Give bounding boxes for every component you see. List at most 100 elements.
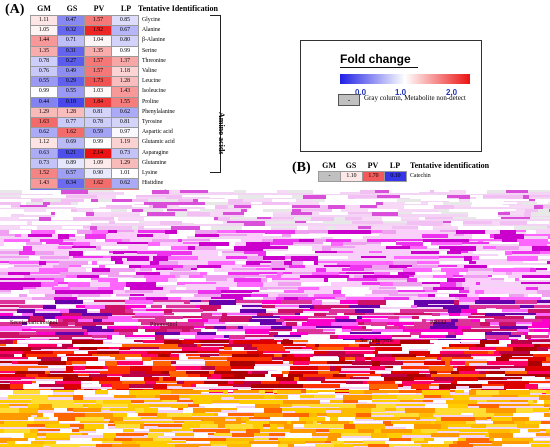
noise-block (303, 374, 333, 377)
noise-block (146, 305, 151, 307)
noise-block (217, 230, 236, 233)
noise-block (200, 272, 207, 276)
noise-block (0, 438, 28, 441)
noise-block (0, 294, 19, 298)
noise-block (504, 209, 516, 211)
noise-block (271, 326, 292, 331)
noise-block (186, 287, 216, 289)
noise-block (413, 395, 424, 399)
noise-block (93, 209, 111, 214)
noise-block (410, 195, 429, 200)
noise-block (324, 278, 328, 283)
noise-block (477, 278, 491, 281)
noise-block (140, 268, 152, 271)
noise-block (0, 374, 26, 379)
noise-block (451, 221, 463, 226)
legend (300, 40, 482, 152)
noise-block (201, 344, 224, 346)
noise-block (319, 212, 348, 215)
noise-block (55, 332, 84, 337)
noise-block (519, 246, 532, 251)
noise-block (114, 217, 118, 222)
noise-block (292, 209, 301, 213)
noise-block (59, 335, 72, 340)
noise-block (251, 205, 273, 209)
noise-block (476, 390, 499, 395)
noise-block (105, 265, 125, 269)
noise-block (414, 424, 441, 429)
noise-block (375, 354, 392, 358)
noise-block (251, 444, 278, 447)
noise-block (372, 400, 400, 402)
noise-block (260, 429, 290, 432)
noise-block (137, 251, 157, 254)
noise-block (262, 300, 281, 304)
noise-block (0, 332, 19, 336)
noise-block (227, 444, 251, 447)
noise-block (179, 354, 186, 358)
noise-block (116, 195, 136, 199)
noise-block (306, 344, 315, 349)
noise-block (194, 326, 205, 328)
noise-block (477, 309, 502, 314)
noise-block (355, 230, 371, 234)
noise-block (221, 408, 237, 410)
noise-block (4, 239, 30, 243)
noise-block (371, 319, 399, 324)
noise-block (199, 340, 229, 343)
noise-block (59, 421, 80, 423)
noise-block (160, 390, 171, 394)
noise-block (419, 230, 440, 235)
noise-block (319, 287, 342, 291)
noise-block (306, 377, 325, 381)
noise-block (388, 316, 399, 320)
noise-block (335, 297, 346, 302)
noise-block (367, 381, 395, 385)
noise-block (320, 209, 332, 214)
noise-block (522, 275, 550, 278)
noise-block (156, 282, 177, 285)
noise-block (374, 309, 378, 312)
noise-block (171, 217, 189, 222)
noise-block (277, 390, 289, 394)
noise-block (77, 275, 99, 278)
noise-block (31, 199, 43, 204)
noise-block (52, 234, 58, 238)
noise-block (153, 438, 172, 442)
noise-block (19, 251, 35, 255)
noise-block (69, 309, 87, 314)
heatmap-cell-gs: 0.69 (57, 137, 85, 149)
noise-block (335, 329, 342, 334)
noise-block (30, 272, 60, 274)
noise-block (127, 209, 132, 214)
noise-block (137, 234, 153, 237)
noise-block (182, 195, 210, 197)
noise-block (176, 287, 186, 291)
noise-block (245, 332, 269, 334)
noise-block (289, 361, 293, 364)
noise-block (534, 329, 550, 334)
noise-block (230, 361, 255, 366)
noise-block (193, 199, 198, 202)
noise-block (182, 329, 190, 334)
noise-block (337, 251, 353, 253)
heatmap-cell-pv: 1.73 (84, 76, 112, 88)
noise-block (164, 309, 172, 313)
noise-block (64, 278, 91, 283)
heatmap-row: 1.11 0.47 1.57 0.85 Glycine (30, 14, 241, 27)
noise-block (236, 417, 241, 422)
noise-block (269, 329, 292, 331)
noise-block (536, 268, 547, 270)
heatmap-cell-pv: 0.99 (84, 137, 112, 149)
noise-block (284, 319, 307, 321)
noise-block (77, 209, 93, 211)
noise-block (369, 287, 379, 290)
noise-block (0, 395, 8, 397)
noise-block (108, 230, 117, 233)
noise-block (216, 429, 230, 434)
noise-block (244, 212, 273, 217)
noise-block (239, 400, 252, 404)
noise-block (494, 234, 524, 239)
noise-block (159, 261, 178, 266)
noise-block (103, 256, 111, 258)
